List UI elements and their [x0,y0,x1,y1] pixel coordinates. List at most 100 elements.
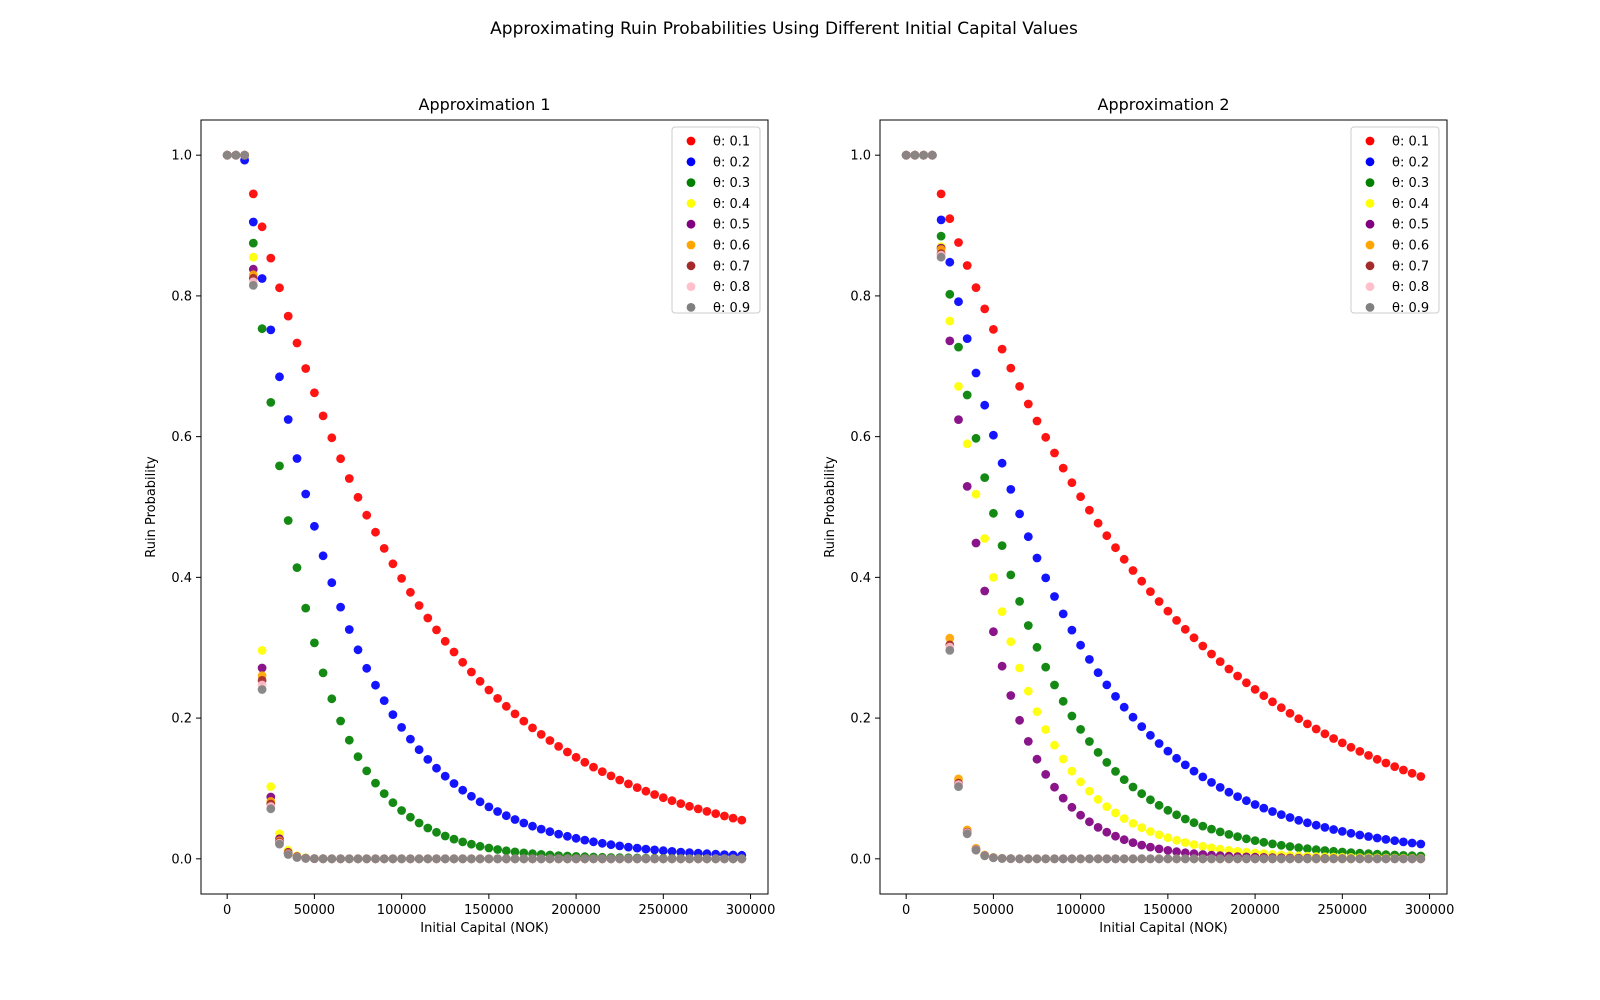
data-point [536,854,546,864]
subplot-title: Approximation 2 [1098,95,1230,114]
legend-marker [1365,261,1375,271]
data-point [1067,854,1077,864]
data-point [1067,802,1077,812]
data-point [641,854,651,864]
data-point [1137,722,1147,731]
data-point [1032,754,1042,764]
data-point [1146,730,1155,740]
data-point [1085,817,1094,827]
data-point [257,274,267,283]
y-tick-label: 0.6 [850,430,871,445]
data-point [1276,810,1286,819]
data-point [1311,845,1321,855]
data-point [248,238,258,248]
data-point [1285,813,1295,822]
legend-label: θ: 0.5 [713,218,750,233]
plot-frame [200,119,769,895]
data-point [1268,839,1277,849]
data-point [1154,830,1164,840]
data-point [1085,854,1094,864]
data-point [1111,854,1120,864]
data-point [1102,827,1112,837]
x-tick-label: 200000 [1230,903,1280,918]
data-point [1058,793,1068,803]
x-axis-label: Initial Capital (NOK) [1099,921,1227,936]
data-point [980,851,990,861]
data-point [1303,818,1312,828]
data-point [1050,740,1059,750]
x-tick-label: 200000 [551,903,601,918]
data-point [1076,492,1085,502]
data-point [945,316,955,326]
data-point [292,454,302,463]
data-point [997,344,1007,354]
data-point [353,752,363,762]
data-point [676,854,686,864]
data-point [1180,838,1190,847]
data-point [1285,842,1295,851]
data-point [1303,854,1312,864]
data-point [1102,854,1112,864]
data-point [597,854,607,864]
data-point [1172,810,1181,820]
data-point [1076,725,1085,734]
data-point [1154,844,1164,854]
data-point [1207,854,1216,864]
data-point [1180,624,1190,634]
subplot-approximation-1: Approximation 1 0 50000 100000 150000 200000 2… [144,95,775,936]
data-point [1146,842,1155,852]
data-point [1111,767,1120,776]
data-point [1041,725,1051,734]
data-point [397,723,406,732]
data-point [1381,758,1391,768]
data-point [615,841,625,851]
data-point [945,336,955,346]
data-point [440,831,450,841]
data-point [1294,815,1304,825]
data-point [1128,712,1138,722]
data-point [493,807,502,816]
data-point [720,854,729,864]
data-point [275,372,284,382]
data-point [650,845,659,855]
data-point [362,663,372,673]
x-tick-label: 250000 [639,903,689,918]
data-point [388,798,398,808]
data-point [510,854,520,864]
data-points [222,150,747,864]
x-tick-label: 100000 [377,903,427,918]
series-2 [222,150,747,860]
data-point [362,854,372,864]
data-point [1329,854,1338,864]
data-point [257,685,267,694]
data-point [936,252,946,262]
data-point [379,544,389,553]
data-point [1189,854,1199,864]
data-point [545,827,555,837]
legend-marker [686,261,696,271]
data-point [936,215,946,225]
data-point [702,854,712,864]
data-point [910,150,920,160]
data-point [1250,800,1260,809]
series-8 [222,150,747,864]
data-point [406,734,415,744]
data-point [414,745,424,755]
data-point [493,694,502,703]
legend-marker [686,219,696,229]
data-point [737,815,747,825]
data-point [266,398,276,407]
data-point [1355,854,1365,864]
data-point [1067,711,1077,721]
data-point [954,238,963,247]
data-point [519,818,529,828]
data-point [406,812,415,822]
legend-label: θ: 0.9 [1392,301,1429,316]
data-point [449,779,459,788]
data-point [901,150,911,160]
data-point [1311,854,1321,864]
data-point [432,763,441,773]
data-point [1137,576,1147,586]
data-point [467,839,476,849]
data-point [563,831,572,841]
